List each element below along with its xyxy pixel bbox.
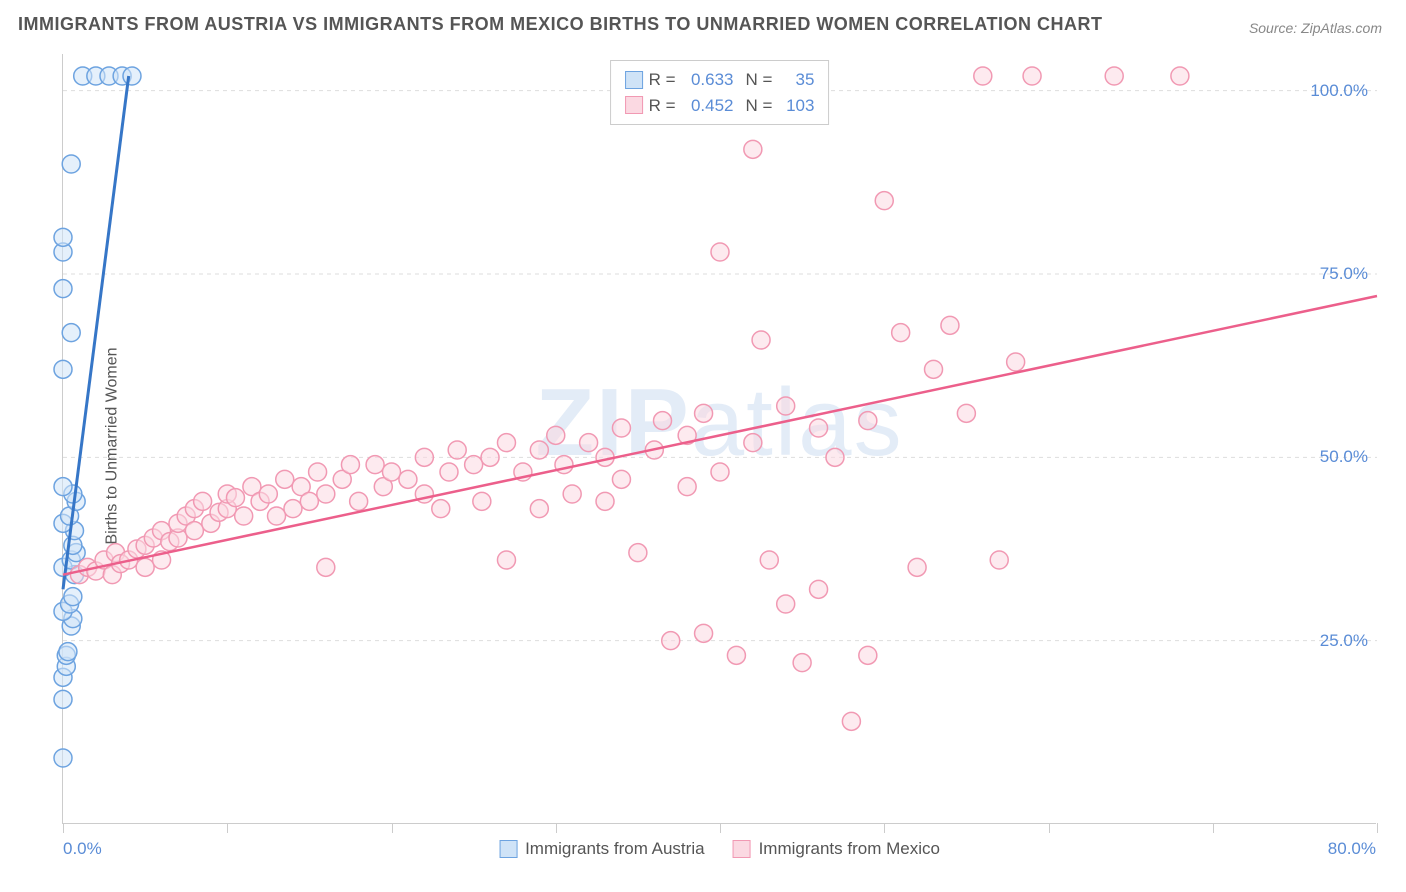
y-tick-label: 25.0%: [1320, 631, 1368, 651]
legend-label: Immigrants from Austria: [525, 839, 705, 859]
y-tick-label: 100.0%: [1310, 81, 1368, 101]
legend-correlation: R = 0.633 N = 35 R = 0.452 N = 103: [610, 60, 830, 125]
swatch-mexico: [625, 96, 643, 114]
legend-item-mexico: Immigrants from Mexico: [733, 839, 940, 859]
x-tick: [556, 823, 557, 833]
n-label: N =: [746, 67, 773, 93]
legend-series: Immigrants from Austria Immigrants from …: [499, 839, 940, 859]
y-tick-label: 75.0%: [1320, 264, 1368, 284]
swatch-icon: [733, 840, 751, 858]
x-tick: [1377, 823, 1378, 833]
x-tick-label: 0.0%: [63, 839, 102, 859]
x-tick: [1049, 823, 1050, 833]
x-tick: [1213, 823, 1214, 833]
r-label: R =: [649, 67, 676, 93]
x-tick: [227, 823, 228, 833]
source-label: Source: ZipAtlas.com: [1249, 20, 1382, 36]
x-tick: [63, 823, 64, 833]
legend-item-austria: Immigrants from Austria: [499, 839, 705, 859]
y-tick-label: 50.0%: [1320, 447, 1368, 467]
x-tick: [720, 823, 721, 833]
trend-lines-layer: [63, 54, 1376, 823]
legend-row-austria: R = 0.633 N = 35: [625, 67, 815, 93]
r-label: R =: [649, 93, 676, 119]
trend-line-austria: [63, 76, 129, 589]
trend-line-mexico: [63, 296, 1377, 575]
legend-row-mexico: R = 0.452 N = 103: [625, 93, 815, 119]
r-value-mexico: 0.452: [682, 93, 734, 119]
legend-label: Immigrants from Mexico: [759, 839, 940, 859]
x-tick: [884, 823, 885, 833]
x-tick: [392, 823, 393, 833]
plot-area: ZIPatlas R = 0.633 N = 35 R = 0.452 N = …: [62, 54, 1376, 824]
swatch-austria: [625, 71, 643, 89]
n-value-austria: 35: [778, 67, 814, 93]
chart-title: IMMIGRANTS FROM AUSTRIA VS IMMIGRANTS FR…: [18, 14, 1102, 35]
r-value-austria: 0.633: [682, 67, 734, 93]
x-tick-label: 80.0%: [1328, 839, 1376, 859]
n-value-mexico: 103: [778, 93, 814, 119]
swatch-icon: [499, 840, 517, 858]
n-label: N =: [746, 93, 773, 119]
